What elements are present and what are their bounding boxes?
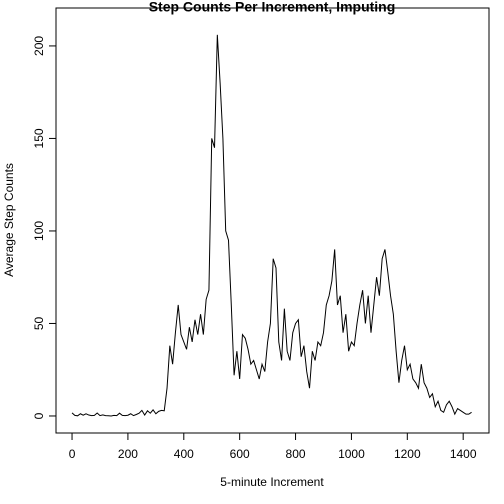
y-tick-label: 150 xyxy=(32,128,46,148)
x-tick-label: 1400 xyxy=(450,447,477,461)
y-tick-label: 200 xyxy=(32,36,46,56)
x-tick-label: 800 xyxy=(286,447,306,461)
x-tick-label: 0 xyxy=(69,447,76,461)
x-tick-label: 400 xyxy=(174,447,194,461)
x-tick-label: 1000 xyxy=(338,447,365,461)
x-axis-label: 5-minute Increment xyxy=(220,475,324,489)
chart-title: Step Counts Per Increment, Imputing xyxy=(149,0,396,15)
y-tick-label: 0 xyxy=(32,412,46,419)
x-tick-label: 600 xyxy=(230,447,250,461)
y-axis-label: Average Step Counts xyxy=(2,163,16,277)
x-tick-label: 200 xyxy=(118,447,138,461)
line xyxy=(71,34,472,417)
y-tick-label: 100 xyxy=(32,221,46,241)
y-tick-label: 50 xyxy=(32,316,46,330)
x-tick-label: 1200 xyxy=(394,447,421,461)
plot-box xyxy=(55,7,490,434)
